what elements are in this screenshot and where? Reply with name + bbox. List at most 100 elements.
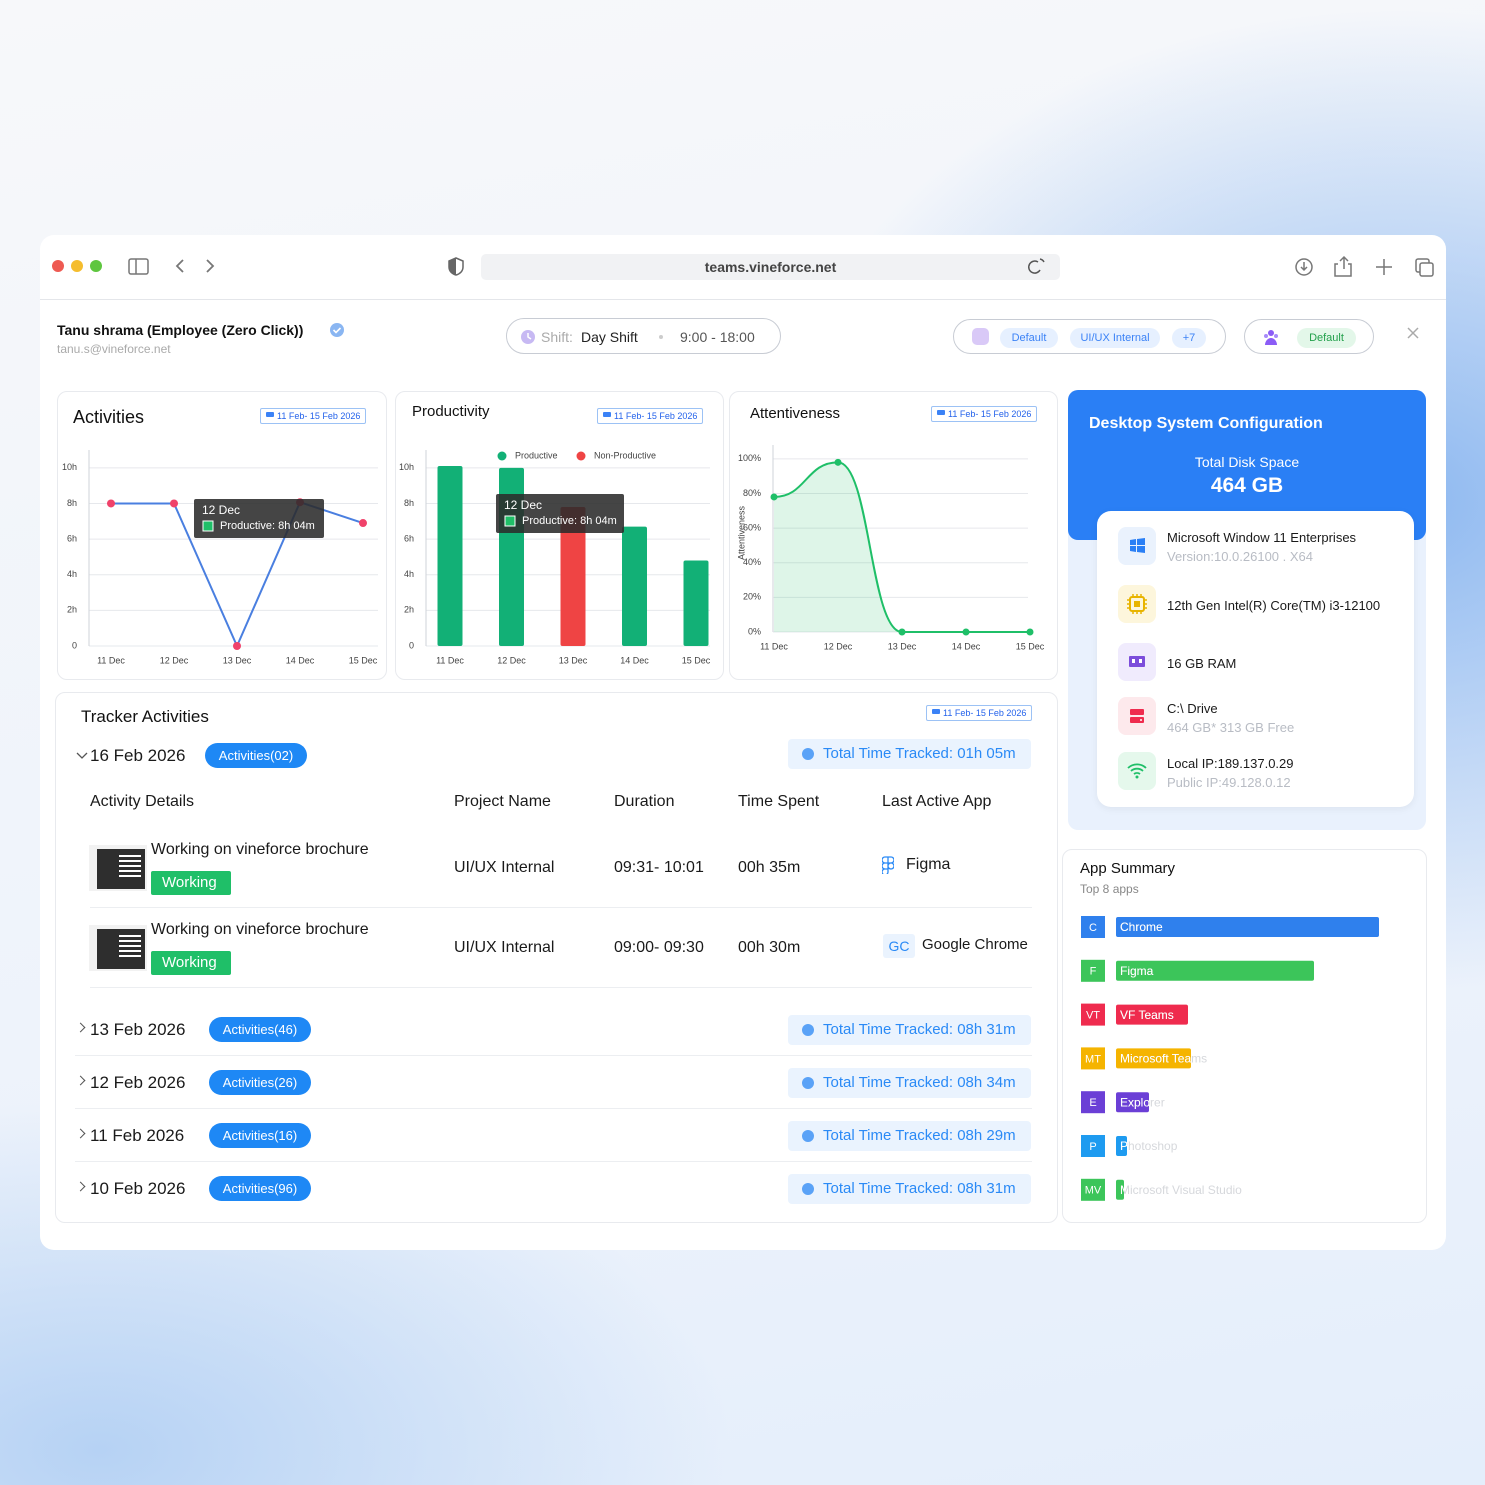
team-tag[interactable]: Default xyxy=(1297,328,1356,348)
status: Working xyxy=(151,871,231,895)
card-title: Activities xyxy=(73,407,145,427)
app-name: Google Chrome xyxy=(922,936,1028,953)
config-item: 12th Gen Intel(R) Core(TM) i3-12100 xyxy=(1167,598,1381,613)
card-subtitle: Top 8 apps xyxy=(1080,882,1139,896)
team-pill[interactable] xyxy=(1244,319,1374,354)
tooltip xyxy=(194,499,324,538)
bar-label: Microsoft Visual Studio xyxy=(1120,1183,1242,1197)
tooltip-text: Productive: 8h 04m xyxy=(220,520,315,532)
close-icon[interactable] xyxy=(1407,327,1419,339)
drive-icon xyxy=(1118,697,1156,735)
bar xyxy=(1116,1048,1191,1069)
row-separator xyxy=(90,907,1032,908)
tag[interactable]: UI/UX Internal xyxy=(1070,328,1160,348)
status: Working xyxy=(151,951,231,975)
bar xyxy=(1116,1136,1127,1156)
activities-badge[interactable]: Activities(02) xyxy=(205,743,307,768)
day-date[interactable]: 11 Feb 2026 xyxy=(90,1126,185,1145)
shift-label: Shift: xyxy=(541,329,573,345)
y-tick-label: 2h xyxy=(67,605,77,615)
config-item: Local IP:189.137.0.29 xyxy=(1167,756,1294,771)
app-badge-label: MT xyxy=(1085,1053,1101,1065)
shift-pill[interactable] xyxy=(506,318,781,354)
bar xyxy=(683,560,709,646)
x-tick-label: 15 Dec xyxy=(682,655,711,665)
day-date[interactable]: 10 Feb 2026 xyxy=(90,1179,186,1198)
point xyxy=(359,519,367,528)
time-spent: 00h 35m xyxy=(738,859,801,876)
config-item: C:\ Drive xyxy=(1167,701,1218,716)
ram-icon xyxy=(1118,643,1156,681)
app-badge-label: C xyxy=(1089,922,1097,934)
day-date[interactable]: 12 Feb 2026 xyxy=(90,1073,186,1092)
url[interactable]: teams.vineforce.net xyxy=(704,259,837,275)
day-date[interactable]: 13 Feb 2026 xyxy=(90,1020,186,1039)
y-tick-label: 4h xyxy=(67,569,77,579)
date-range[interactable]: 11 Feb- 15 Feb 2026 xyxy=(597,408,704,424)
screenshot-thumbnail[interactable] xyxy=(89,845,147,891)
bar xyxy=(1116,960,1314,981)
x-tick-label: 12 Dec xyxy=(824,641,853,651)
point xyxy=(834,458,842,466)
tag[interactable]: Default xyxy=(1000,328,1058,348)
x-tick-label: 15 Dec xyxy=(349,655,378,665)
browser-toolbar xyxy=(52,254,1434,280)
dot xyxy=(659,335,663,339)
figma-icon xyxy=(882,856,894,874)
point xyxy=(233,642,241,650)
point xyxy=(170,499,178,508)
legend-marker xyxy=(576,451,586,461)
row-separator xyxy=(90,987,1032,988)
activities-badge[interactable]: Activities(96) xyxy=(209,1176,311,1201)
date-range[interactable]: 11 Feb- 15 Feb 2026 xyxy=(926,705,1033,721)
app-badge xyxy=(1081,1135,1105,1157)
y-tick-label: 8h xyxy=(67,498,77,508)
activities-badge[interactable]: Activities(26) xyxy=(209,1070,311,1095)
cpu-icon xyxy=(1118,585,1156,623)
app-summary-card xyxy=(1062,849,1427,1223)
bar-label-overflow: VF Teams xyxy=(1120,1008,1174,1022)
total-time: Total Time Tracked: 08h 29m xyxy=(788,1121,1031,1151)
area xyxy=(774,462,1030,632)
project: UI/UX Internal xyxy=(454,859,555,876)
tags-pill[interactable] xyxy=(953,319,1226,354)
bar-label: Chrome xyxy=(1120,920,1163,934)
activity-title: Working on vineforce brochure xyxy=(151,841,369,858)
activities-badge[interactable]: Activities(46) xyxy=(209,1017,311,1042)
line xyxy=(773,461,1030,634)
row-separator xyxy=(75,1055,1032,1056)
bar-label-overflow: Microsoft Teams xyxy=(1120,1052,1207,1066)
bar-label: Explorer xyxy=(1120,1095,1165,1109)
y-tick-label: 6h xyxy=(67,533,77,543)
team-icon xyxy=(1264,330,1278,345)
date-range[interactable]: 11 Feb- 15 Feb 2026 xyxy=(260,408,367,424)
tooltip-swatch xyxy=(202,520,214,532)
x-tick-label: 13 Dec xyxy=(223,655,252,665)
y-tick-label: 20% xyxy=(743,592,761,602)
config-item: Microsoft Window 11 Enterprises xyxy=(1167,530,1357,545)
total-time: Total Time Tracked: 01h 05m xyxy=(788,739,1031,769)
day-date[interactable]: 16 Feb 2026 xyxy=(90,746,186,765)
x-tick-label: 11 Dec xyxy=(760,641,788,651)
card-title: Productivity xyxy=(412,403,490,420)
config-detail: Public IP:49.128.0.12 xyxy=(1167,775,1291,790)
app-badge xyxy=(1081,1003,1105,1026)
row-separator xyxy=(75,1108,1032,1109)
x-tick-label: 14 Dec xyxy=(286,655,315,665)
y-tick-label: 40% xyxy=(743,557,761,567)
chevron-down[interactable] xyxy=(76,751,88,761)
app-badge-label: F xyxy=(1090,966,1097,978)
app-badge-label: E xyxy=(1089,1097,1096,1109)
activities-badge[interactable]: Activities(16) xyxy=(209,1123,311,1148)
screenshot-thumbnail[interactable] xyxy=(89,925,147,971)
date-range[interactable]: 11 Feb- 15 Feb 2026 xyxy=(931,406,1038,422)
tag[interactable]: +7 xyxy=(1172,328,1206,348)
x-tick-label: 13 Dec xyxy=(559,655,588,665)
point xyxy=(770,493,778,501)
column-header: Last Active App xyxy=(882,793,992,810)
app-badge-label: VT xyxy=(1086,1010,1100,1022)
bar xyxy=(622,526,647,646)
clock-icon xyxy=(521,330,535,344)
